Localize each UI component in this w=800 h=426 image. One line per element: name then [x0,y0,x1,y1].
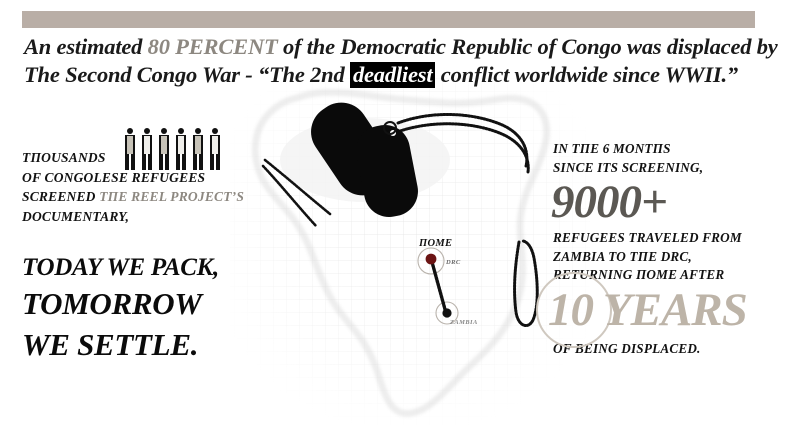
grid-texture [230,75,590,425]
person-icon [123,128,137,170]
headline-part2: of the Democratic Republic of Congo was … [24,34,778,87]
pin-zambia [442,308,452,318]
slogan-line-2: TOMORROW [22,286,202,321]
left-line-4: DOCUMENTARY, [22,208,130,224]
years-ring [536,271,612,348]
refugee-count: 9000+ [551,176,668,228]
years-watermark: 10 YEARS [536,271,800,348]
drc-label: DRC [446,259,461,266]
pin-drc [425,253,437,265]
right-stat-block: IN TΠE 6 MONTΠS SINCE ITS SCREENING, 900… [536,140,800,358]
years-value: 10 YEARS [548,283,748,336]
africa-silhouette [255,92,546,413]
person-icon [174,128,188,170]
left-line-3-b: TΠE REEL PROJECT’S [99,189,245,204]
left-stat-block: TΠOUSANDS OF CONGOLESE REFUGEES SCREENED… [22,148,297,226]
slogan-block: TODAY WE PACK, TOMORROW WE SETTLE. [22,252,219,366]
left-line-3-a: SCREENED [22,189,100,204]
home-label: ΠOME [419,238,453,249]
right-line-3: REFUGEES TRAVELED FROM [553,230,742,245]
slogan-line-3: WE SETTLE. [22,327,199,362]
refugee-people-icons [123,126,227,170]
accent-bar [22,11,755,28]
right-line-4: ZAMBIA TO TΠE DRC, [553,248,692,264]
headline-highlight: deadliest [349,62,436,88]
headline-part1: An estimated [24,34,148,59]
right-line-2: SINCE ITS SCREENING, [553,159,704,175]
person-icon [208,128,222,170]
dogtag-chain [396,113,530,174]
slogan-line-1: TODAY WE PACK, [22,254,220,281]
right-line-1: IN TΠE 6 MONTΠS [553,141,671,156]
person-icon [140,128,154,170]
headline-part3: conflict worldwide since WWII.” [435,62,738,87]
left-line-3: SCREENED TΠE REEL PROJECT’S [22,187,297,207]
left-line-1: TΠOUSANDS [22,150,106,165]
headline-percent: 80 PERCENT [147,34,278,59]
person-icon [191,128,205,170]
zambia-label: ZAMBIA [450,319,478,326]
page-title: An estimated 80 PERCENT of the Democrati… [24,33,784,89]
dogtag-front [356,121,418,217]
dogtag-back [311,102,393,196]
left-line-2: OF CONGOLESE REFUGEES [22,169,206,185]
person-icon [157,128,171,170]
bead-loop [513,239,539,328]
